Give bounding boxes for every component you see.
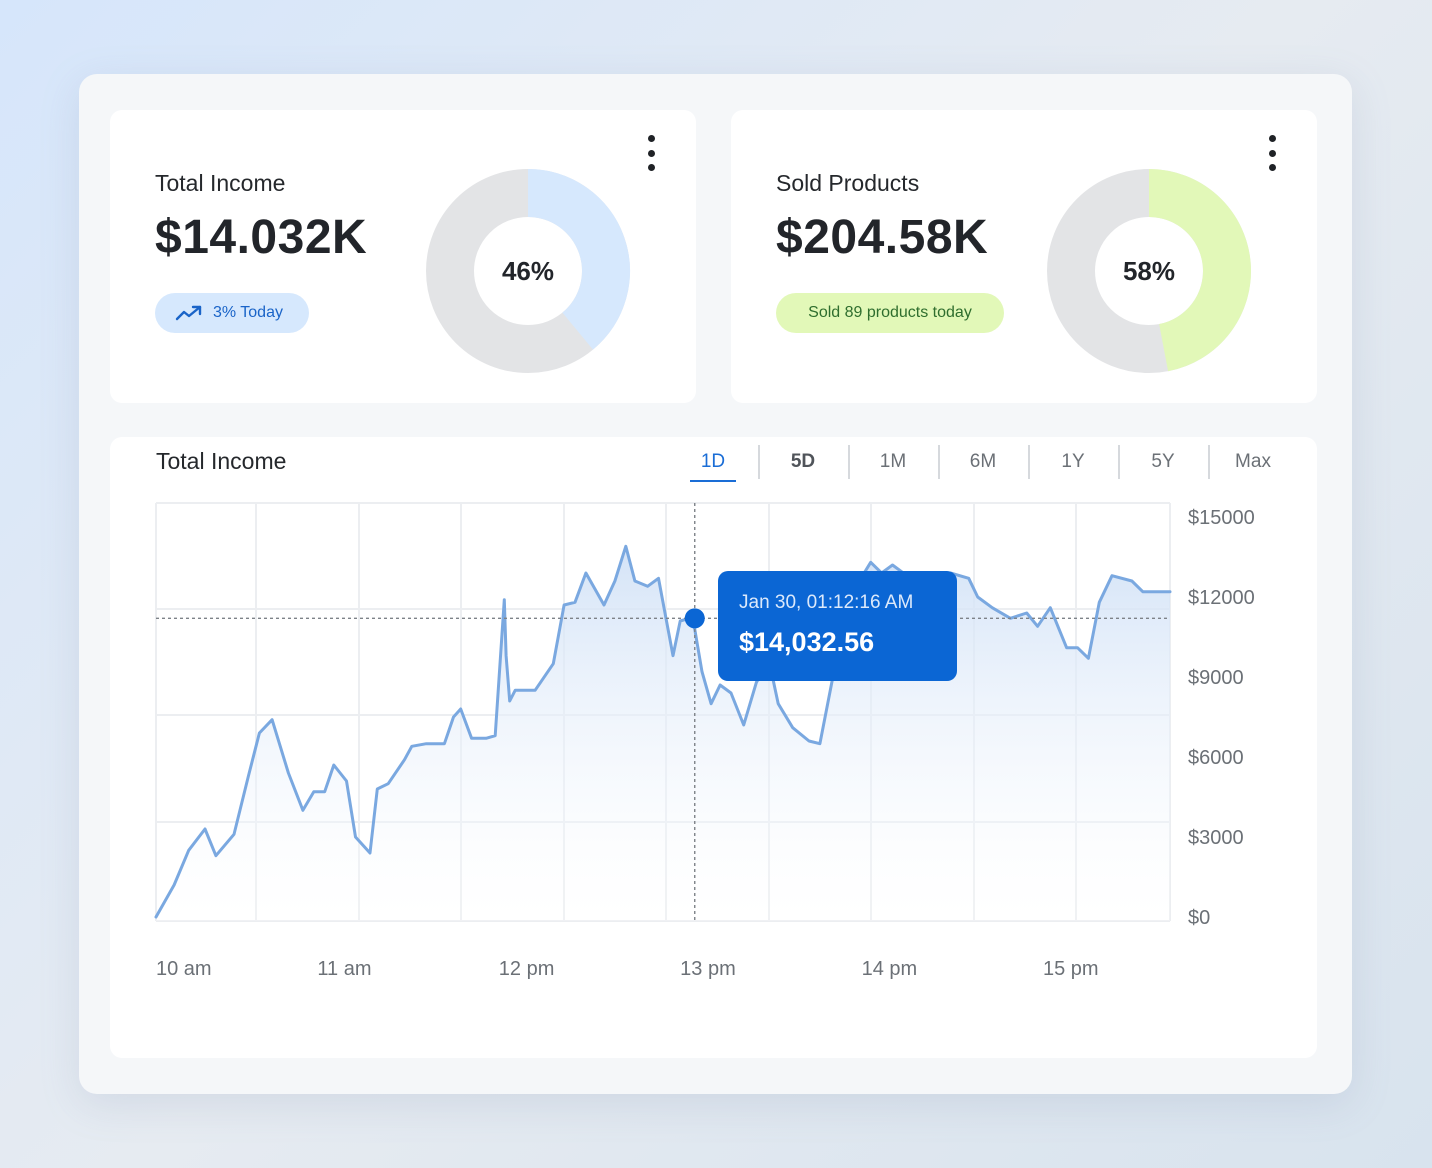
income-donut-label: 46% — [501, 255, 555, 286]
sold-donut: 58% — [1045, 167, 1253, 375]
tooltip-date: Jan 30, 01:12:16 AM — [739, 592, 914, 613]
sold-card: Sold Products $204.58K Sold 89 products … — [731, 110, 1317, 403]
sold-value: $204.58K — [776, 211, 989, 264]
x-tick-label: 11 am — [317, 958, 371, 980]
sold-donut-segment — [1148, 169, 1251, 372]
range-tab-1d[interactable]: 1D — [668, 445, 758, 482]
income-card: Total Income $14.032K 3% Today 46% — [110, 110, 696, 403]
income-series-line — [154, 544, 1172, 919]
income-trend-badge: 3% Today — [155, 293, 309, 333]
y-tick-label: $0 — [1188, 907, 1210, 929]
x-tick-label: 15 pm — [1043, 958, 1099, 980]
income-trend-label: 3% Today — [213, 304, 283, 321]
x-tick-label: 10 am — [156, 958, 212, 980]
income-more-menu-icon[interactable] — [641, 135, 661, 171]
dashboard-frame: Total Income $14.032K 3% Today 46% Sold … — [79, 74, 1352, 1094]
sold-card-title: Sold Products — [776, 170, 920, 196]
income-line-chart[interactable]: $15000 $12000 $9000 $6000 $3000 $0 10 am 11 am… — [110, 437, 1317, 1058]
range-tab-5d[interactable]: 5D — [758, 445, 848, 479]
income-donut: 46% — [424, 167, 632, 375]
chart-title: Total Income — [156, 448, 287, 474]
income-value: $14.032K — [155, 211, 368, 264]
x-tick-label: 12 pm — [499, 958, 555, 980]
sold-more-menu-icon[interactable] — [1262, 135, 1282, 171]
y-tick-label: $9000 — [1188, 667, 1244, 689]
x-tick-label: 13 pm — [680, 958, 736, 980]
hover-point — [684, 608, 705, 629]
chart-tooltip: Jan 30, 01:12:16 AM $14,032.56 — [718, 571, 957, 681]
range-tab-max[interactable]: Max — [1208, 445, 1298, 479]
income-card-title: Total Income — [155, 170, 286, 196]
range-tab-1y[interactable]: 1Y — [1028, 445, 1118, 479]
sold-today-badge: Sold 89 products today — [776, 293, 1004, 333]
y-tick-label: $3000 — [1188, 827, 1244, 849]
y-tick-label: $12000 — [1188, 587, 1255, 609]
y-tick-label: $15000 — [1188, 507, 1255, 529]
range-tab-5y[interactable]: 5Y — [1118, 445, 1208, 479]
range-tab-1m[interactable]: 1M — [848, 445, 938, 479]
sold-today-label: Sold 89 products today — [808, 304, 972, 321]
range-selector: 1D 5D 1M 6M 1Y 5Y Max — [668, 441, 1298, 483]
y-tick-label: $6000 — [1188, 747, 1244, 769]
trending-up-icon — [175, 304, 203, 322]
sold-donut-label: 58% — [1122, 255, 1176, 286]
income-donut-segment — [527, 169, 630, 350]
x-tick-label: 14 pm — [862, 958, 918, 980]
range-tab-6m[interactable]: 6M — [938, 445, 1028, 479]
tooltip-value: $14,032.56 — [739, 627, 875, 657]
income-chart-card: Total Income 1D 5D 1M 6M 1Y 5Y Max $1500 — [110, 437, 1317, 1058]
